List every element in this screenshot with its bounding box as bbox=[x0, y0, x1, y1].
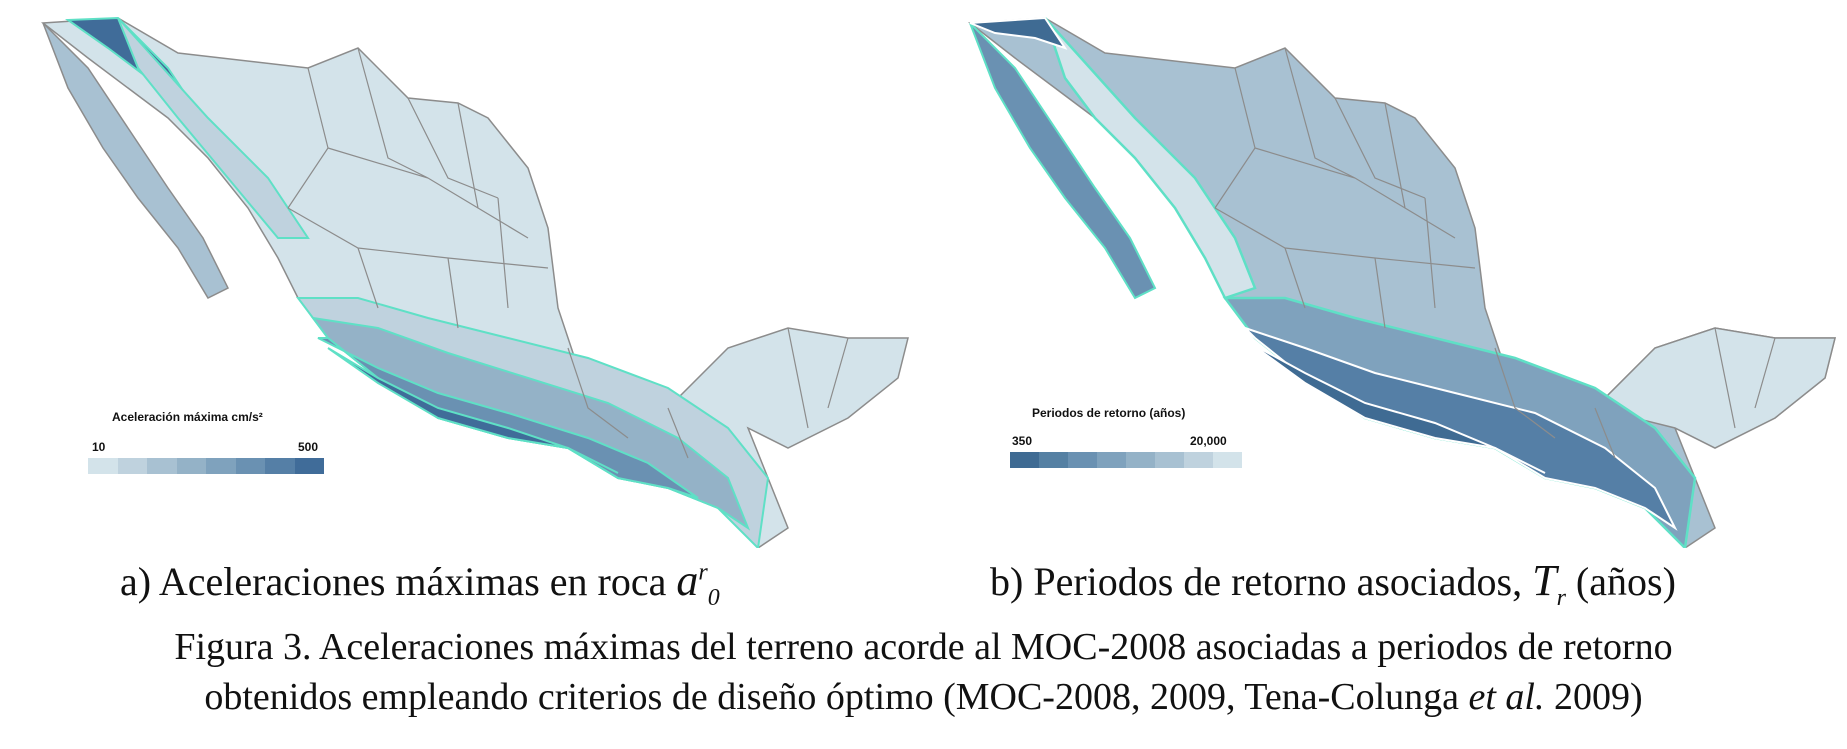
legend-color-bar bbox=[88, 458, 324, 474]
legend-swatch-3 bbox=[176, 458, 206, 474]
map-a-accelerations bbox=[40, 16, 909, 548]
map-b-legend: Periodos de retorno (años) 350 20,000 bbox=[1010, 406, 1250, 476]
legend-swatch-7 bbox=[1213, 452, 1242, 468]
caption-b: b) Periodos de retorno asociados, Tr (añ… bbox=[990, 555, 1676, 612]
gulf-coast-band bbox=[117, 17, 310, 239]
caption-b-text: b) Periodos de retorno asociados, bbox=[990, 559, 1523, 604]
coast-band bbox=[1249, 342, 1546, 474]
map-b-return-periods bbox=[967, 16, 1836, 548]
map-a-regions bbox=[40, 16, 909, 548]
legend-title: Aceleración máxima cm/s² bbox=[112, 410, 263, 424]
legend-title: Periodos de retorno (años) bbox=[1032, 406, 1186, 420]
legend-swatch-7 bbox=[294, 458, 324, 474]
map-b-regions bbox=[967, 16, 1836, 548]
legend-swatch-0 bbox=[1010, 452, 1039, 468]
legend-swatch-1 bbox=[1039, 452, 1068, 468]
caption-b-symbol: Tr bbox=[1532, 556, 1566, 611]
legend-min-label: 350 bbox=[1012, 434, 1033, 448]
map-a-legend: Aceleración máxima cm/s² 10 500 bbox=[88, 410, 328, 480]
baja-california-shape bbox=[42, 22, 230, 299]
legend-swatch-4 bbox=[206, 458, 236, 474]
pacific-band-4 bbox=[327, 347, 619, 474]
legend-color-bar bbox=[1010, 452, 1242, 468]
legend-swatch-2 bbox=[147, 458, 177, 474]
caption-a-symbol: ar0 bbox=[676, 556, 720, 611]
yucatan-shape bbox=[1593, 327, 1836, 449]
figure-caption-line2: obtenidos empleando criterios de diseño … bbox=[204, 676, 1643, 718]
caption-a: a) Aceleraciones máximas en roca ar0 bbox=[120, 555, 720, 612]
caption-a-text: a) Aceleraciones máximas en roca bbox=[120, 559, 667, 604]
figure-caption-line1: Figura 3. Aceleraciones máximas del terr… bbox=[174, 626, 1673, 668]
legend-swatch-6 bbox=[1184, 452, 1213, 468]
legend-swatch-5 bbox=[1155, 452, 1184, 468]
legend-swatch-0 bbox=[88, 458, 118, 474]
legend-swatch-6 bbox=[265, 458, 295, 474]
legend-swatch-5 bbox=[235, 458, 265, 474]
state-borders bbox=[287, 47, 849, 459]
baja-california-shape bbox=[969, 22, 1157, 300]
baja-north-band bbox=[969, 16, 1068, 50]
legend-swatch-1 bbox=[117, 458, 147, 474]
legend-min-label: 10 bbox=[92, 440, 106, 454]
gulf-coast-band bbox=[1043, 17, 1257, 300]
legend-max-label: 500 bbox=[298, 440, 319, 454]
legend-max-label: 20,000 bbox=[1190, 434, 1227, 448]
caption-b-suffix: (años) bbox=[1575, 559, 1676, 604]
legend-swatch-3 bbox=[1097, 452, 1126, 468]
state-borders bbox=[1214, 47, 1776, 459]
legend-swatch-4 bbox=[1126, 452, 1155, 468]
legend-swatch-2 bbox=[1068, 452, 1097, 468]
